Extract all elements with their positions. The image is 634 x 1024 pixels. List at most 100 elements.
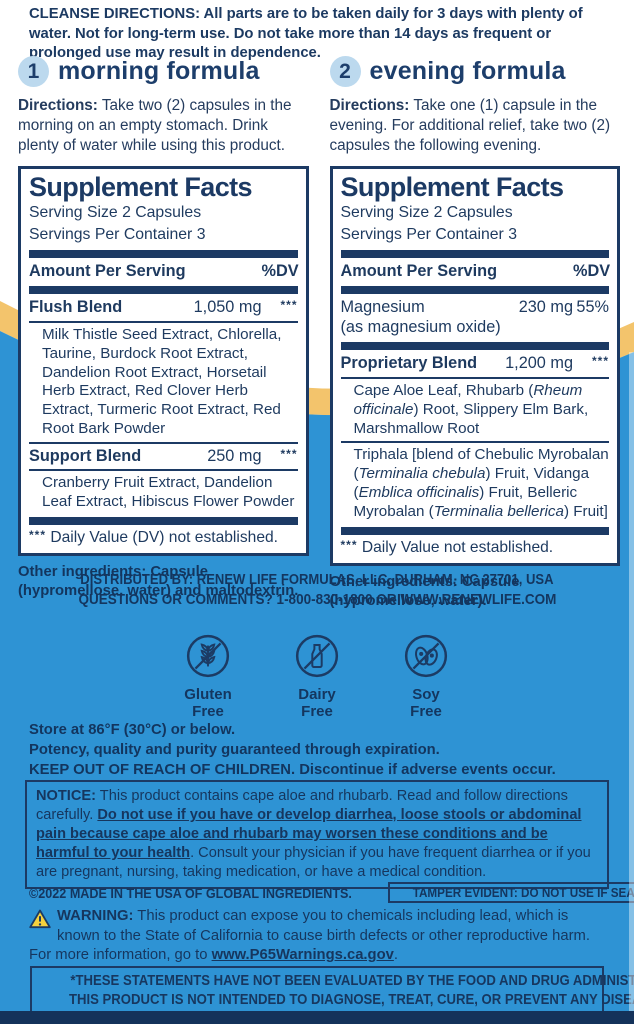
cleanse-directions-label: CLEANSE DIRECTIONS: bbox=[29, 6, 200, 22]
notice-label: NOTICE: bbox=[36, 788, 96, 804]
formula-columns: 1 morning formula Directions: Take two (… bbox=[18, 56, 620, 611]
support-blend-amount: 250 mg bbox=[207, 446, 262, 465]
distributor-info: DISTRIBUTED BY: RENEW LIFE FORMULAS, LLC… bbox=[0, 572, 634, 608]
fda-disclaimer-box: *THESE STATEMENTS HAVE NOT BEEN EVALUATE… bbox=[30, 966, 634, 1016]
divider-rule bbox=[29, 441, 298, 444]
evening-supplement-facts: Supplement Facts Serving Size 2 Capsules… bbox=[329, 165, 620, 566]
disclaimer-line-1: *THESE STATEMENTS HAVE NOT BEEN EVALUATE… bbox=[70, 973, 634, 989]
morning-heading: 1 morning formula bbox=[18, 56, 309, 87]
dv-footnote: *** Daily Value (DV) not established. bbox=[29, 528, 298, 547]
soybean-icon bbox=[404, 634, 448, 678]
disclaimer-line-2: THIS PRODUCT IS NOT INTENDED TO DIAGNOSE… bbox=[68, 991, 634, 1008]
dv-footnote: *** Daily Value not established. bbox=[340, 537, 610, 557]
tamper-evident-box: TAMPER EVIDENT: DO NOT USE IF SEAL IS BR… bbox=[412, 885, 634, 900]
latin-name: Terminalia chebula bbox=[358, 465, 486, 483]
servings-per-container: Servings Per Container 3 bbox=[340, 225, 518, 243]
evening-directions-text: Take one (1) capsule in the evening. For… bbox=[329, 97, 611, 154]
divider-rule bbox=[29, 320, 298, 323]
dairy-free-badge: Dairy Free bbox=[278, 632, 356, 721]
evening-directions: Directions: Take one (1) capsule in the … bbox=[330, 96, 621, 156]
morning-directions-label: Directions: bbox=[18, 97, 98, 114]
latin-name: Terminalia bellerica bbox=[433, 503, 564, 520]
free-from-badges: Gluten Free Dairy Free Soy Free bbox=[0, 632, 634, 721]
footnote-text: Daily Value (DV) not established. bbox=[46, 529, 279, 547]
evening-column: 2 evening formula Directions: Take one (… bbox=[329, 56, 621, 611]
soy-free-badge: Soy Free bbox=[387, 632, 465, 721]
divider-bar bbox=[29, 249, 298, 258]
gluten-free-label: Gluten Free bbox=[184, 686, 232, 720]
p65-warnings-link[interactable]: www.P65Warnings.ca.gov bbox=[211, 947, 394, 964]
divider-bar bbox=[340, 249, 609, 258]
flush-blend-dv: *** bbox=[280, 298, 298, 313]
facts-title: Supplement Facts bbox=[340, 171, 565, 202]
proprietary-blend-row: Proprietary Blend 1,200 mg *** bbox=[341, 354, 610, 374]
divider-bar bbox=[29, 286, 298, 295]
serving-size: Serving Size 2 Capsules bbox=[340, 203, 513, 221]
amount-per-serving-header: Amount Per Serving bbox=[29, 261, 186, 280]
magnesium-form: (as magnesium oxide) bbox=[340, 317, 501, 336]
magnesium-amount: 230 mg bbox=[518, 298, 573, 317]
flush-blend-name: Flush Blend bbox=[29, 298, 123, 317]
proprietary-ingredients-2: Triphala [blend of Chebulic Myrobalan (T… bbox=[341, 446, 610, 521]
prop2-text: ) Fruit, Belleric Myrobalan ( bbox=[353, 484, 578, 520]
amount-header-row: Amount Per Serving %DV bbox=[341, 261, 611, 282]
divider-rule bbox=[340, 376, 609, 379]
morning-title: morning formula bbox=[58, 57, 260, 85]
prop1-text: Cape Aloe Leaf, Rhubarb ( bbox=[353, 381, 534, 399]
warning-text: This product can expose you to chemicals… bbox=[29, 908, 590, 964]
serving-size: Serving Size 2 Capsules bbox=[29, 203, 202, 221]
dv-header: %DV bbox=[573, 261, 611, 280]
facts-title: Supplement Facts bbox=[29, 171, 253, 202]
wheat-icon bbox=[186, 634, 230, 678]
latin-name: Emblica officinalis bbox=[358, 484, 480, 502]
warning-period: . bbox=[393, 947, 398, 964]
morning-directions-text: Take two (2) capsules in the morning on … bbox=[18, 97, 292, 154]
keep-rest: Discontinue if adverse events occur. bbox=[295, 761, 556, 778]
morning-directions: Directions: Take two (2) capsules in the… bbox=[18, 96, 309, 156]
support-blend-dv: *** bbox=[280, 446, 298, 461]
proprietary-ingredients-1: Cape Aloe Leaf, Rhubarb (Rheum officinal… bbox=[341, 382, 610, 439]
storage-info: Store at 86°F (30°C) or below. Potency, … bbox=[29, 721, 614, 780]
magnesium-dv: 55% bbox=[576, 298, 609, 317]
support-blend-ingredients: Cranberry Fruit Extract, Dandelion Leaf … bbox=[42, 474, 295, 511]
evening-other-ingredients: Other ingredients: Capsule (hypromellose… bbox=[329, 573, 520, 610]
keep-label: KEEP OUT OF REACH OF CHILDREN. bbox=[29, 761, 296, 778]
footnote-asterisks: *** bbox=[29, 528, 47, 543]
prop65-warning: WARNING: This product can expose you to … bbox=[29, 907, 614, 966]
warning-label: WARNING: bbox=[57, 908, 134, 924]
distributed-by-line: DISTRIBUTED BY: RENEW LIFE FORMULAS, LLC… bbox=[80, 572, 554, 588]
prop2-text: ) Fruit] bbox=[563, 503, 608, 520]
dairy-free-label: Dairy Free bbox=[298, 686, 336, 720]
divider-bar bbox=[340, 342, 609, 351]
proprietary-blend-name: Proprietary Blend bbox=[340, 354, 478, 373]
morning-other-ingredients: Other ingredients: Capsule (hypromellose… bbox=[18, 564, 299, 600]
magnesium-row: Magnesium (as magnesium oxide) 230 mg 55% bbox=[341, 298, 610, 337]
notice-text-1: This product contains cape aloe and rhub… bbox=[36, 788, 568, 823]
soy-free-label: Soy Free bbox=[410, 686, 442, 720]
flush-blend-row: Flush Blend 1,050 mg *** bbox=[29, 298, 298, 318]
magnesium-name: Magnesium (as magnesium oxide) bbox=[340, 298, 501, 336]
evening-directions-label: Directions: bbox=[329, 97, 410, 114]
gluten-free-badge: Gluten Free bbox=[169, 632, 247, 721]
morning-column: 1 morning formula Directions: Take two (… bbox=[18, 56, 309, 611]
divider-bar bbox=[340, 286, 609, 295]
prop2-text: Triphala [blend of Chebulic Myrobalan ( bbox=[353, 446, 609, 483]
dv-header: %DV bbox=[261, 261, 299, 280]
prop2-text: ) Fruit, Vidanga ( bbox=[353, 465, 590, 502]
step-2-badge: 2 bbox=[329, 56, 361, 87]
divider-rule bbox=[29, 469, 298, 472]
footnote-asterisks: *** bbox=[340, 537, 358, 552]
morning-supplement-facts: Supplement Facts Serving Size 2 Capsules… bbox=[18, 165, 309, 557]
questions-line: QUESTIONS OR COMMENTS? 1-800-830-1800 OR… bbox=[78, 591, 556, 608]
support-blend-name: Support Blend bbox=[29, 446, 142, 465]
flush-blend-ingredients: Milk Thistle Seed Extract, Chlorella, Ta… bbox=[42, 325, 282, 438]
made-in-usa-text: ©2022 MADE IN THE USA OF GLOBAL INGREDIE… bbox=[29, 884, 352, 901]
notice-box: NOTICE: This product contains cape aloe … bbox=[25, 780, 609, 889]
cleanse-directions: CLEANSE DIRECTIONS: All parts are to be … bbox=[29, 5, 612, 64]
servings-per-container: Servings Per Container 3 bbox=[29, 225, 206, 243]
milk-bottle-icon bbox=[295, 634, 339, 678]
evening-heading: 2 evening formula bbox=[329, 56, 621, 87]
evening-title: evening formula bbox=[369, 57, 566, 85]
notice-underlined-warning: Do not use if you have or develop diarrh… bbox=[36, 806, 582, 861]
support-blend-row: Support Blend 250 mg *** bbox=[29, 447, 298, 467]
